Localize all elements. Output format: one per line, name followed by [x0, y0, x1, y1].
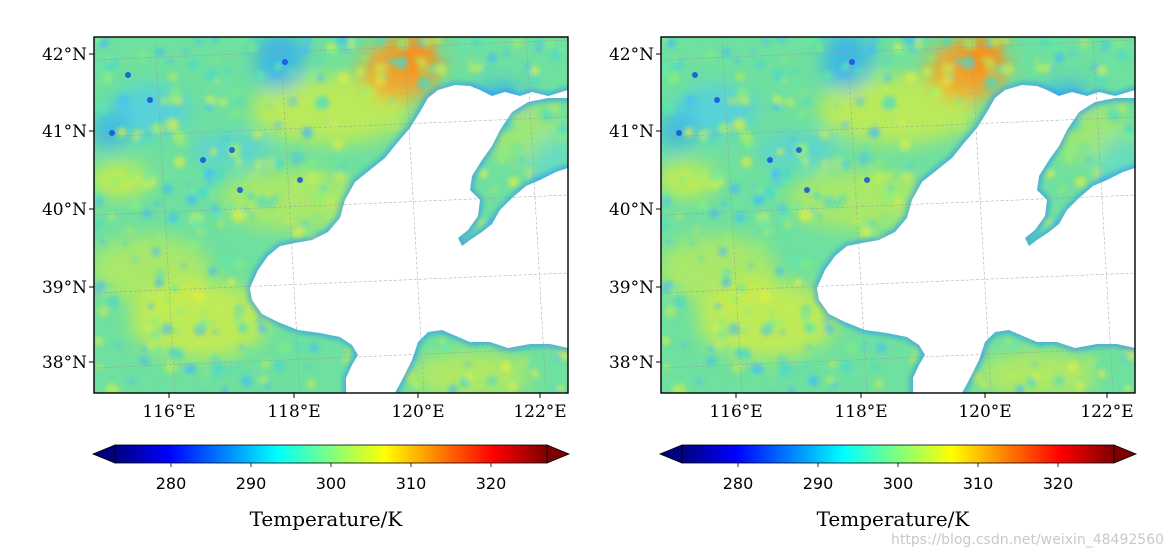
temperature-field [661, 37, 1135, 393]
map-frame [93, 36, 569, 394]
colorbar-tick-label: 290 [803, 474, 834, 493]
latitude-label: 38°N [42, 353, 87, 373]
map-panel-left: 42°N 41°N 40°N 39°N 38°N 116°E 118°E 120°E 122°E… [42, 36, 571, 531]
colorbar-max-arrow [546, 444, 571, 464]
colorbar-max-arrow [1113, 444, 1138, 464]
latitude-label: 39°N [609, 278, 654, 298]
colorbar-label: Temperature/K [250, 507, 404, 531]
latitude-label: 40°N [42, 200, 87, 220]
longitude-label: 120°E [391, 402, 444, 422]
watermark: https://blog.csdn.net/weixin_48492560 [890, 532, 1164, 548]
latitude-label: 42°N [609, 45, 654, 65]
latitude-label: 41°N [609, 122, 654, 142]
colorbar-min-arrow [658, 444, 683, 464]
colorbar-tick-label: 320 [1043, 474, 1074, 493]
sea-area [250, 85, 568, 393]
longitude-label: 122°E [513, 402, 566, 422]
graticule [94, 37, 568, 393]
colorbar-label: Temperature/K [817, 507, 971, 531]
map-frame [660, 36, 1136, 394]
colorbar [114, 444, 548, 464]
graticule [661, 37, 1135, 393]
latitude-label: 38°N [609, 353, 654, 373]
sea-area [817, 85, 1135, 393]
colorbar-tick-label: 320 [476, 474, 507, 493]
colorbar-tick-label: 310 [963, 474, 994, 493]
colorbar-tick-label: 280 [723, 474, 754, 493]
colorbar-tick-label: 300 [883, 474, 914, 493]
longitude-label: 116°E [709, 402, 762, 422]
colorbar-tick-label: 280 [156, 474, 187, 493]
colorbar-tick-label: 310 [396, 474, 427, 493]
longitude-label: 118°E [834, 402, 887, 422]
longitude-label: 116°E [142, 402, 195, 422]
latitude-label: 41°N [42, 122, 87, 142]
map-figure-left: 42°N 41°N 40°N 39°N 38°N 116°E 118°E 120°E 122°E… [42, 36, 571, 531]
longitude-label: 120°E [958, 402, 1011, 422]
temperature-field [94, 37, 568, 393]
latitude-label: 39°N [42, 278, 87, 298]
map-panel-right: 42°N 41°N 40°N 39°N 38°N 116°E 118°E 120°E 122°E… [567, 0, 1153, 554]
colorbar-min-arrow [91, 444, 116, 464]
latitude-label: 42°N [42, 45, 87, 65]
colorbar-tick-label: 290 [236, 474, 267, 493]
longitude-label: 122°E [1080, 402, 1133, 422]
longitude-label: 118°E [267, 402, 320, 422]
colorbar [681, 444, 1115, 464]
latitude-label: 40°N [609, 200, 654, 220]
map-figure-right: 42°N 41°N 40°N 39°N 38°N 116°E 118°E 120°E 122°E… [609, 36, 1138, 531]
colorbar-tick-label: 300 [316, 474, 347, 493]
